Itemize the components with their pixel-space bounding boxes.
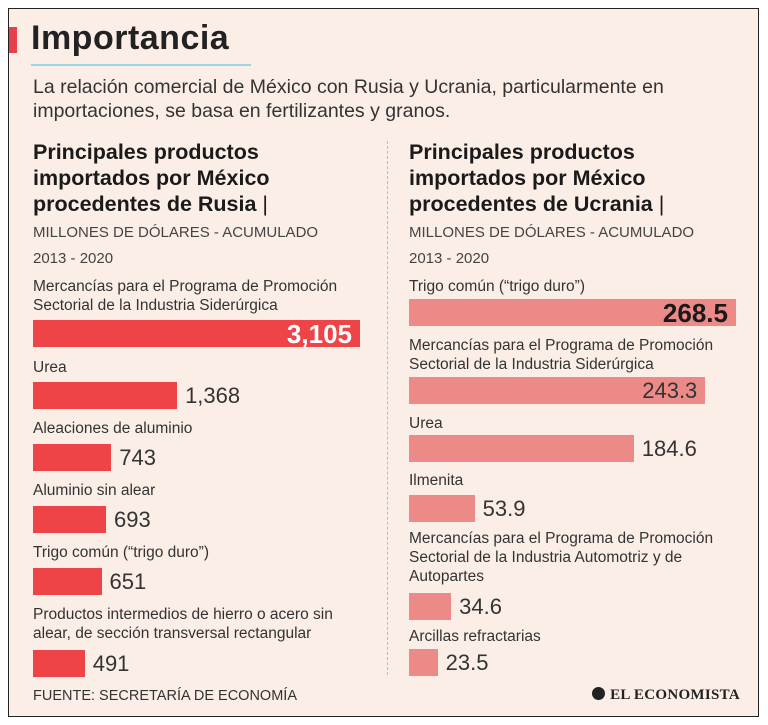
category-label: Trigo común (“trigo duro”) <box>33 544 210 561</box>
data-bar <box>33 568 102 595</box>
category-label: Aleaciones de aluminio <box>33 420 193 437</box>
panel-unit-2: MILLONES DE DÓLARES - ACUMULADO <box>409 224 695 241</box>
brand-logo: EL ECONOMISTA <box>592 687 740 704</box>
data-label: 243.3 <box>642 378 698 403</box>
source-note: FUENTE: SECRETARÍA DE ECONOMÍA <box>33 688 297 704</box>
category-label: Mercancías para el Programa de Promoción… <box>33 278 338 314</box>
data-bar <box>33 506 106 533</box>
data-bar <box>409 377 706 404</box>
data-bar <box>409 593 452 620</box>
panel-period-2: 2013 - 2020 <box>409 250 490 267</box>
data-label: 651 <box>109 569 147 594</box>
data-bar <box>409 435 634 462</box>
data-label: 184.6 <box>641 436 697 461</box>
data-bar <box>33 650 85 677</box>
data-label: 34.6 <box>459 594 502 619</box>
title-accent-bar <box>9 27 17 53</box>
panel-title-1: Principales productos importados por Méx… <box>33 139 363 217</box>
panel-divider <box>387 141 388 675</box>
category-label: Urea <box>33 359 67 376</box>
data-label: 1,368 <box>185 383 241 408</box>
data-bar <box>409 495 475 522</box>
data-bar <box>409 649 438 676</box>
data-label: 268.5 <box>662 298 728 328</box>
data-label: 743 <box>119 445 156 470</box>
brand-icon <box>592 687 606 700</box>
infographic-subtitle: La relación comercial de México con Rusi… <box>33 76 664 122</box>
panel-title-2: Principales productos importados por Méx… <box>409 139 739 217</box>
category-label: Trigo común (“trigo duro”) <box>409 278 586 295</box>
category-label: Productos intermedios de hierro o acero … <box>33 606 333 642</box>
category-label: Ilmenita <box>409 472 464 489</box>
category-label: Mercancías para el Programa de Promoción… <box>409 530 714 585</box>
panel-title-separator: | <box>658 192 665 216</box>
category-label: Arcillas refractarias <box>409 628 541 645</box>
data-bar <box>33 320 360 347</box>
data-label: 693 <box>113 507 151 532</box>
panel-title-separator: | <box>262 192 268 216</box>
data-label: 491 <box>92 651 130 676</box>
infographic-card: Importancia La relación comercial de Méx… <box>8 8 759 717</box>
brand-name: EL ECONOMISTA <box>610 687 740 703</box>
panel-title-text: Principales productos importados por Méx… <box>33 140 270 216</box>
infographic-title: Importancia <box>31 19 230 57</box>
data-bar <box>33 382 178 409</box>
data-label: 3,105 <box>286 319 352 349</box>
panel-period-1: 2013 - 2020 <box>33 250 114 267</box>
title-underline <box>31 64 251 66</box>
panel-unit-1: MILLONES DE DÓLARES - ACUMULADO <box>33 224 319 241</box>
data-label: 23.5 <box>445 650 489 675</box>
data-bar <box>409 299 736 326</box>
data-bar <box>33 444 112 471</box>
category-label: Aluminio sin alear <box>33 482 156 499</box>
panel-title-text: Principales productos importados por Méx… <box>409 140 659 216</box>
data-label: 53.9 <box>482 496 526 521</box>
category-label: Mercancías para el Programa de Promoción… <box>409 337 714 373</box>
category-label: Urea <box>409 415 443 432</box>
